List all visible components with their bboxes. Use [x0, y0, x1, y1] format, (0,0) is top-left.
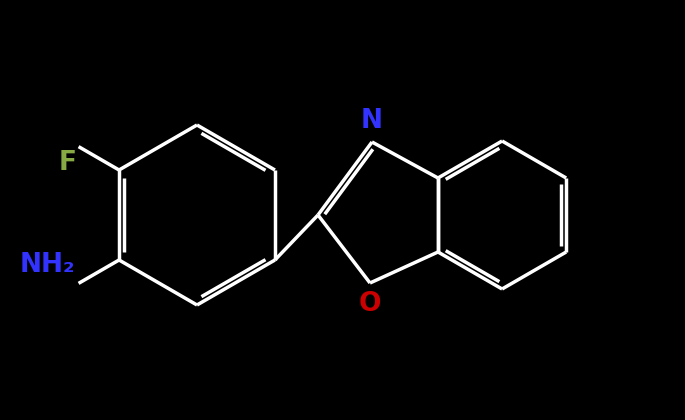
Text: F: F: [59, 150, 77, 176]
Text: NH₂: NH₂: [20, 252, 75, 278]
Text: N: N: [361, 108, 383, 134]
Text: O: O: [359, 291, 382, 317]
